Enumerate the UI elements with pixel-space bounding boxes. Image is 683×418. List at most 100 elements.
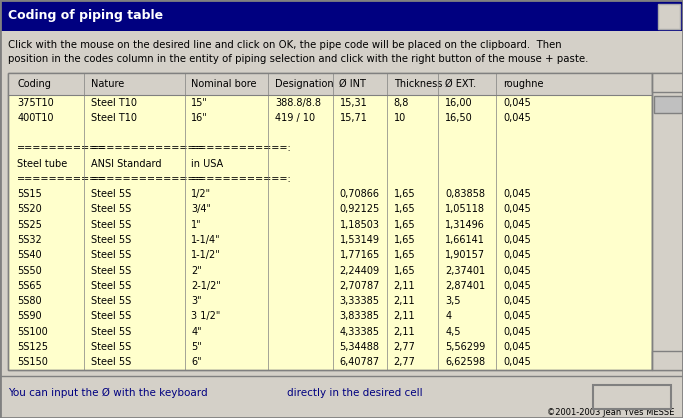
Text: 0,045: 0,045 <box>503 113 531 123</box>
Text: 0,045: 0,045 <box>503 189 531 199</box>
Bar <box>8 73 652 370</box>
Text: 5S32: 5S32 <box>18 235 42 245</box>
Text: 8,8: 8,8 <box>393 97 409 107</box>
Text: 5S20: 5S20 <box>18 204 42 214</box>
Text: 2,77: 2,77 <box>393 342 415 352</box>
Bar <box>8 73 652 95</box>
Text: 1,05118: 1,05118 <box>445 204 485 214</box>
Text: 419 / 10: 419 / 10 <box>275 113 315 123</box>
Text: 1,65: 1,65 <box>393 220 415 230</box>
Text: 5S15: 5S15 <box>18 189 42 199</box>
Text: 0,045: 0,045 <box>503 235 531 245</box>
Bar <box>652 351 683 370</box>
Text: 3": 3" <box>191 296 202 306</box>
Text: 1,90157: 1,90157 <box>445 250 485 260</box>
Text: x: x <box>665 11 673 21</box>
Text: 3,5: 3,5 <box>445 296 460 306</box>
Text: ==============: ============== <box>91 174 205 184</box>
Text: Designation: Designation <box>275 79 334 89</box>
Text: Steel 5S: Steel 5S <box>91 327 131 337</box>
Text: Steel 5S: Steel 5S <box>91 265 131 275</box>
Text: Click with the mouse on the desired line and click on OK, the pipe code will be : Click with the mouse on the desired line… <box>8 40 562 50</box>
Text: 16,00: 16,00 <box>445 97 473 107</box>
Text: Steel 5S: Steel 5S <box>91 235 131 245</box>
Text: 1,53149: 1,53149 <box>339 235 380 245</box>
Text: 0,045: 0,045 <box>503 296 531 306</box>
Text: OK: OK <box>624 386 640 400</box>
Text: 3 1/2": 3 1/2" <box>191 311 221 321</box>
Text: 2,77: 2,77 <box>393 357 415 367</box>
Text: 5S125: 5S125 <box>18 342 48 352</box>
Text: 15,31: 15,31 <box>339 97 367 107</box>
Text: ===========: =========== <box>18 143 107 153</box>
Text: 1-1/2": 1-1/2" <box>191 250 221 260</box>
Text: 1,31496: 1,31496 <box>445 220 485 230</box>
Text: 0,92125: 0,92125 <box>339 204 380 214</box>
Text: 0,045: 0,045 <box>503 97 531 107</box>
Text: directly in the desired cell: directly in the desired cell <box>288 388 423 398</box>
Text: 5S40: 5S40 <box>18 250 42 260</box>
Text: Coding: Coding <box>18 79 51 89</box>
Text: 1": 1" <box>191 220 202 230</box>
Text: Thickness: Thickness <box>393 79 442 89</box>
Text: 5S65: 5S65 <box>18 281 42 291</box>
Text: 5S25: 5S25 <box>18 220 42 230</box>
Text: ▼: ▼ <box>665 356 671 365</box>
Text: 1,18503: 1,18503 <box>339 220 380 230</box>
Text: 2": 2" <box>191 265 202 275</box>
Text: Nominal bore: Nominal bore <box>191 79 257 89</box>
Text: 3/4": 3/4" <box>191 204 211 214</box>
Text: 10: 10 <box>393 113 406 123</box>
Text: 1,65: 1,65 <box>393 189 415 199</box>
Text: Steel 5S: Steel 5S <box>91 281 131 291</box>
Text: 2-1/2": 2-1/2" <box>191 281 221 291</box>
Text: 2,11: 2,11 <box>393 281 415 291</box>
Text: 1,65: 1,65 <box>393 204 415 214</box>
Text: 5S90: 5S90 <box>18 311 42 321</box>
Text: Ø EXT.: Ø EXT. <box>445 79 476 89</box>
Text: 6": 6" <box>191 357 202 367</box>
Text: 2,11: 2,11 <box>393 327 415 337</box>
Text: 5S100: 5S100 <box>18 327 48 337</box>
Text: roughne: roughne <box>503 79 544 89</box>
Text: 6,62598: 6,62598 <box>445 357 485 367</box>
Text: You can input the Ø with the keyboard: You can input the Ø with the keyboard <box>8 388 208 398</box>
Bar <box>593 385 671 409</box>
Text: 1,65: 1,65 <box>393 235 415 245</box>
Text: 15": 15" <box>191 97 208 107</box>
Text: 4": 4" <box>191 327 202 337</box>
Text: 1,65: 1,65 <box>393 250 415 260</box>
Text: 16": 16" <box>191 113 208 123</box>
Text: Nature: Nature <box>91 79 124 89</box>
Text: 5S80: 5S80 <box>18 296 42 306</box>
Text: 5,56299: 5,56299 <box>445 342 486 352</box>
Text: 3,33385: 3,33385 <box>339 296 380 306</box>
Text: 0,045: 0,045 <box>503 327 531 337</box>
Text: ============:: ============: <box>191 143 292 153</box>
Text: 0,045: 0,045 <box>503 357 531 367</box>
Text: Steel 5S: Steel 5S <box>91 204 131 214</box>
Bar <box>652 73 683 370</box>
Text: 3,83385: 3,83385 <box>339 311 380 321</box>
Text: Ø INT: Ø INT <box>339 79 366 89</box>
Text: 2,11: 2,11 <box>393 296 415 306</box>
Text: 0,045: 0,045 <box>503 220 531 230</box>
Text: 4,5: 4,5 <box>445 327 460 337</box>
Text: 5S50: 5S50 <box>18 265 42 275</box>
Text: 0,70866: 0,70866 <box>339 189 380 199</box>
Text: 1,65: 1,65 <box>393 265 415 275</box>
Bar <box>0 0 683 31</box>
Text: 5": 5" <box>191 342 202 352</box>
Text: 0,045: 0,045 <box>503 281 531 291</box>
Text: Steel T10: Steel T10 <box>91 97 137 107</box>
Text: 5,34488: 5,34488 <box>339 342 380 352</box>
Text: 1/2": 1/2" <box>191 189 212 199</box>
Text: 0,83858: 0,83858 <box>445 189 485 199</box>
Text: 0,045: 0,045 <box>503 250 531 260</box>
Text: in USA: in USA <box>191 159 223 168</box>
Text: 1,66141: 1,66141 <box>445 235 485 245</box>
Text: ▲: ▲ <box>665 78 671 87</box>
Text: Steel 5S: Steel 5S <box>91 311 131 321</box>
Text: Coding of piping table: Coding of piping table <box>8 9 163 23</box>
Text: ============:: ============: <box>191 174 292 184</box>
